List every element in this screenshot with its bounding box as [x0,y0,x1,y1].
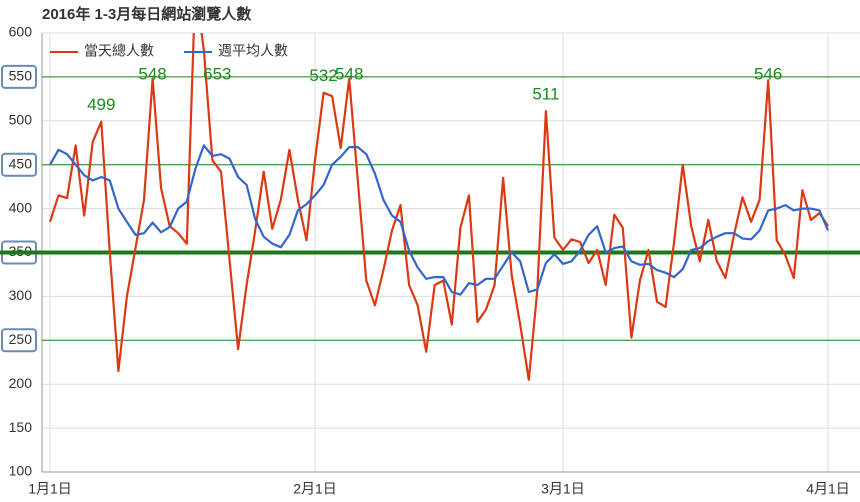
data-label: 546 [754,64,782,83]
series-line [48,33,829,381]
y-tick-label: 300 [9,287,33,303]
data-label: 653 [203,64,231,83]
chart-title: 2016年 1-3月每日網站瀏覽人數 [42,5,251,23]
x-tick-label: 3月1日 [541,481,585,497]
data-label: 499 [87,95,115,114]
y-tick-label: 400 [9,199,33,215]
tick-highlight-box [1,64,37,89]
legend-label: 當天總人數 [84,43,154,59]
data-label: 548 [335,64,363,83]
x-tick-label: 1月1日 [28,481,72,497]
tick-highlight-box [1,328,37,353]
y-tick-label: 600 [9,24,33,40]
tick-highlight-box [1,152,37,177]
series-line [49,144,830,296]
y-tick-label: 550 [9,68,33,84]
plot-area [48,33,830,381]
legend-label: 週平均人數 [218,43,288,59]
x-tick-label: 4月1日 [806,481,850,497]
y-tick-label: 200 [9,375,33,391]
y-tick-label: 150 [9,419,33,435]
x-tick-label: 2月1日 [293,481,337,497]
data-label: 548 [138,64,166,83]
data-label: 532 [309,66,337,85]
y-tick-label: 250 [9,331,33,347]
y-tick-label: 500 [9,112,33,128]
y-tick-label: 100 [9,463,33,479]
y-tick-label: 450 [9,155,33,171]
data-label: 511 [532,85,559,104]
